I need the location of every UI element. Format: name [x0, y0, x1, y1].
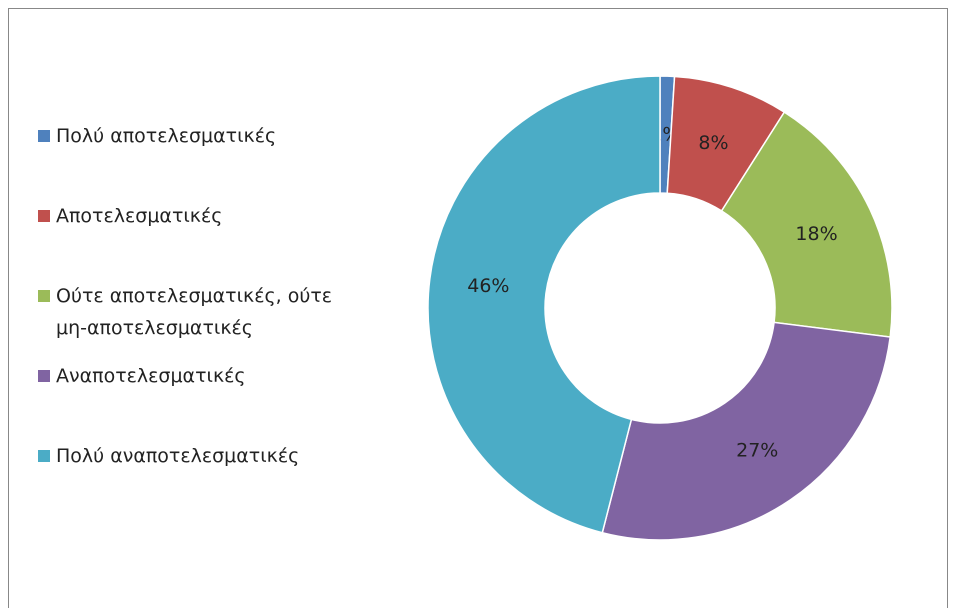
legend-label: Ούτε αποτελεσματικές, ούτε μη-αποτελεσμα… [56, 285, 333, 339]
legend-label: Αποτελεσματικές [56, 205, 223, 227]
legend-label: Αναποτελεσματικές [56, 365, 246, 387]
donut-segment [601, 321, 892, 541]
legend-swatch [38, 450, 50, 462]
data-label: 18% [795, 223, 837, 245]
legend-swatch [38, 370, 50, 382]
legend-label: Πολύ αποτελεσματικές [56, 125, 277, 147]
legend-swatch [38, 290, 50, 302]
chart-frame [8, 8, 948, 608]
legend-label: Πολύ αναποτελεσματικές [56, 445, 300, 467]
donut-segment [720, 111, 893, 338]
legend-swatch [38, 210, 50, 222]
legend-item: Πολύ αποτελεσματικές [38, 120, 368, 152]
data-label: 27% [736, 440, 778, 462]
donut-segment [427, 75, 661, 534]
data-label: 46% [467, 275, 509, 297]
legend-item: Αναποτελεσματικές [38, 360, 368, 392]
legend-item: Πολύ αναποτελεσματικές [38, 440, 368, 472]
data-label: 8% [698, 132, 728, 154]
legend-swatch [38, 130, 50, 142]
legend-item: Αποτελεσματικές [38, 200, 368, 232]
legend-item: Ούτε αποτελεσματικές, ούτε μη-αποτελεσμα… [38, 280, 368, 344]
